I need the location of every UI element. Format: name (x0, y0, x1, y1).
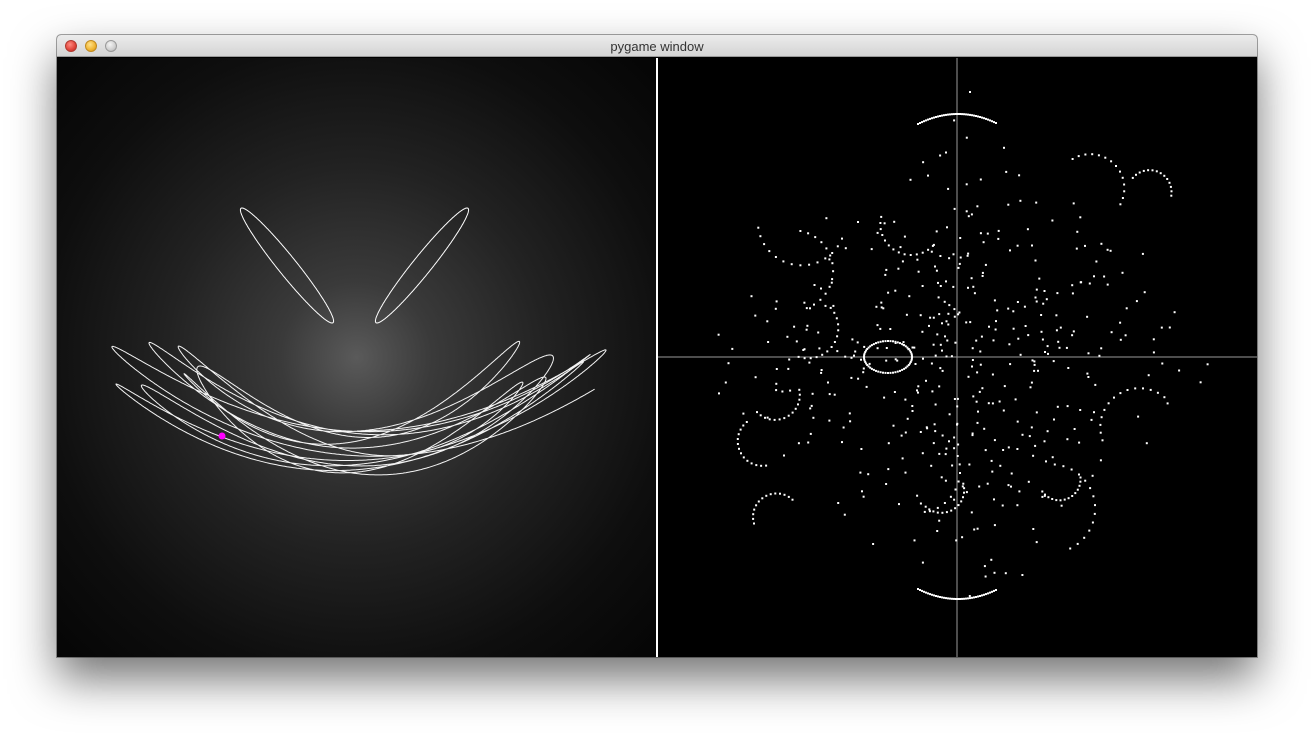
pendulum-trajectory-view (57, 58, 656, 657)
close-button-icon[interactable] (65, 40, 77, 52)
pendulum-trail-loop (374, 207, 470, 324)
minimize-button-icon[interactable] (85, 40, 97, 52)
pendulum-trail-loop (239, 207, 335, 324)
pygame-window: pygame window (57, 35, 1257, 657)
zoom-button-icon[interactable] (105, 40, 117, 52)
poincare-section-view (658, 58, 1257, 657)
pendulum-bob (218, 432, 226, 440)
poincare-canvas (658, 58, 1257, 657)
pendulum-trail (111, 340, 607, 476)
section-points (717, 91, 1209, 600)
title-bar[interactable]: pygame window (57, 35, 1257, 57)
trajectory-canvas (111, 207, 607, 476)
window-title: pygame window (610, 39, 704, 54)
panel-divider (656, 58, 658, 657)
